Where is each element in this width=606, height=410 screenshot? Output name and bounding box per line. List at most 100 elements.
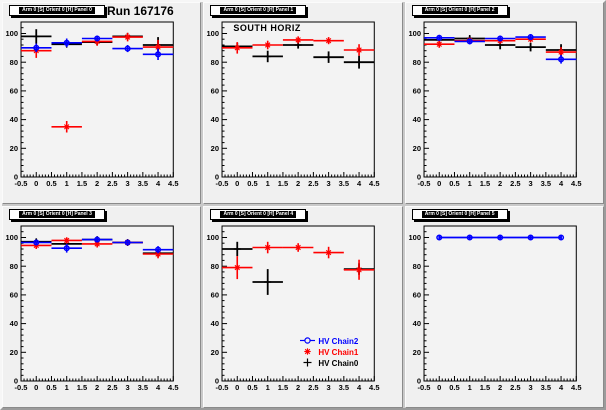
- svg-text:60: 60: [211, 87, 219, 96]
- svg-text:60: 60: [10, 87, 18, 96]
- pad-panel-0[interactable]: Arm 0 [S] Orient 0 [H] Panel 0 Run 16717…: [2, 2, 202, 204]
- svg-text:1: 1: [65, 179, 69, 188]
- svg-text:2.5: 2.5: [510, 383, 520, 392]
- chart-area-panel-5: 0 20 40 60 80 100 -0.5 0 0.5 1 1.5 2 2.5 3 3.5 4 4.5: [406, 207, 603, 407]
- svg-text:100: 100: [207, 233, 220, 242]
- pad-panel-3[interactable]: Arm 0 [S] Orient 0 [H] Panel 3 0 20 40 60 80…: [2, 206, 202, 408]
- south-horiz-label: SOUTH HORIZ: [233, 23, 301, 33]
- chart-area-panel-2: 0 20 40 60 80 100 -0.5 0 0.5 1 1.5 2 2.5 3 3.5 4 4.5: [406, 3, 603, 203]
- svg-text:100: 100: [5, 233, 18, 242]
- svg-text:0: 0: [34, 383, 38, 392]
- svg-text:3: 3: [126, 179, 130, 188]
- svg-text:0.5: 0.5: [248, 383, 258, 392]
- hv-chain2-marker-icon: [300, 332, 316, 350]
- svg-text:0: 0: [417, 377, 421, 386]
- svg-text:4: 4: [559, 383, 564, 392]
- pad-title-bar[interactable]: Arm 0 [S] Orient 0 [H] Panel 4: [210, 209, 307, 220]
- svg-text:0: 0: [417, 173, 421, 182]
- svg-text:20: 20: [211, 144, 219, 153]
- svg-text:0.5: 0.5: [449, 383, 459, 392]
- svg-text:3: 3: [528, 383, 532, 392]
- hv-chain0-marker-icon: [300, 354, 315, 372]
- pad-panel-4[interactable]: Arm 0 [S] Orient 0 [H] Panel 4 0 20 40 60 80…: [203, 206, 403, 408]
- svg-text:-0.5: -0.5: [15, 179, 28, 188]
- svg-text:4: 4: [156, 383, 161, 392]
- svg-text:0: 0: [437, 179, 441, 188]
- svg-text:2: 2: [296, 179, 300, 188]
- svg-text:4.5: 4.5: [369, 383, 379, 392]
- svg-text:1.5: 1.5: [278, 179, 288, 188]
- svg-text:0: 0: [34, 179, 38, 188]
- pad-title-text: Arm 0 [S] Orient 0 [H] Panel 1: [220, 7, 297, 14]
- svg-text:1.5: 1.5: [278, 383, 288, 392]
- legend-row-chain2: HV Chain2: [300, 336, 358, 346]
- svg-text:2: 2: [296, 383, 300, 392]
- svg-text:40: 40: [211, 319, 219, 328]
- legend-row-chain0: HV Chain0: [300, 358, 358, 368]
- pad-title-bar[interactable]: Arm 0 [S] Orient 0 [H] Panel 5: [411, 209, 508, 220]
- svg-text:2.5: 2.5: [107, 383, 117, 392]
- pad-title-text: Arm 0 [S] Orient 0 [H] Panel 2: [421, 7, 498, 14]
- svg-text:4.5: 4.5: [571, 383, 581, 392]
- svg-text:3.5: 3.5: [138, 179, 148, 188]
- svg-text:80: 80: [412, 58, 420, 67]
- svg-text:0.5: 0.5: [46, 383, 56, 392]
- svg-text:60: 60: [412, 291, 420, 300]
- svg-text:3.5: 3.5: [138, 383, 148, 392]
- svg-text:60: 60: [211, 291, 219, 300]
- svg-text:4: 4: [357, 383, 362, 392]
- svg-text:0: 0: [437, 383, 441, 392]
- svg-text:3.5: 3.5: [540, 383, 550, 392]
- chart-area-panel-1: 0 20 40 60 80 100 -0.5 0 0.5 1 1.5 2 2.5 3 3.5 4 4.5: [204, 3, 401, 203]
- svg-text:1.5: 1.5: [479, 179, 489, 188]
- svg-text:0.5: 0.5: [449, 179, 459, 188]
- svg-text:40: 40: [412, 319, 420, 328]
- pad-panel-1[interactable]: Arm 0 [S] Orient 0 [H] Panel 1 SOUTH HOR…: [203, 2, 403, 204]
- pad-panel-2[interactable]: Arm 0 [S] Orient 0 [H] Panel 2 0 20 40 60 80…: [404, 2, 604, 204]
- svg-text:2.5: 2.5: [107, 179, 117, 188]
- svg-text:1: 1: [266, 179, 270, 188]
- svg-text:0: 0: [235, 179, 239, 188]
- svg-text:1: 1: [65, 383, 69, 392]
- svg-text:20: 20: [10, 144, 18, 153]
- svg-text:1: 1: [467, 383, 471, 392]
- chart-area-panel-0: 0 20 40 60 80 100 -0.5 0 0.5 1 1.5 2 2.5 3 3.5 4 4.5: [3, 3, 200, 203]
- svg-text:1.5: 1.5: [77, 383, 87, 392]
- pad-title-bar[interactable]: Arm 0 [S] Orient 0 [H] Panel 3: [9, 209, 105, 220]
- chart-area-panel-4: 0 20 40 60 80 100 -0.5 0 0.5 1 1.5 2 2.5 3 3.5 4 4.5: [204, 207, 401, 407]
- legend-label-chain0: HV Chain0: [318, 358, 359, 368]
- svg-text:1.5: 1.5: [77, 179, 87, 188]
- pad-panel-5[interactable]: Arm 0 [S] Orient 0 [H] Panel 5 0 20 40 60 80…: [404, 206, 604, 408]
- svg-text:20: 20: [412, 144, 420, 153]
- legend-row-chain1: HV Chain1: [300, 347, 358, 357]
- svg-text:2.5: 2.5: [308, 179, 318, 188]
- svg-text:80: 80: [211, 58, 219, 67]
- svg-text:100: 100: [408, 29, 421, 38]
- svg-text:100: 100: [207, 29, 220, 38]
- svg-text:1: 1: [467, 179, 471, 188]
- svg-text:80: 80: [211, 262, 219, 271]
- legend-label-chain1: HV Chain1: [318, 347, 359, 357]
- svg-text:2: 2: [95, 179, 99, 188]
- svg-text:20: 20: [10, 348, 18, 357]
- svg-text:80: 80: [10, 58, 18, 67]
- svg-text:0: 0: [14, 377, 18, 386]
- svg-text:2: 2: [95, 383, 99, 392]
- pad-title-bar[interactable]: Arm 0 [S] Orient 0 [H] Panel 2: [411, 5, 508, 16]
- svg-text:20: 20: [412, 348, 420, 357]
- svg-text:4.5: 4.5: [369, 179, 379, 188]
- svg-text:2.5: 2.5: [308, 383, 318, 392]
- svg-text:0: 0: [215, 173, 219, 182]
- legend-label-chain2: HV Chain2: [318, 336, 359, 346]
- svg-text:4.5: 4.5: [168, 179, 178, 188]
- svg-text:0: 0: [235, 383, 239, 392]
- legend: HV Chain2 HV Chain1 HV Chain0: [300, 336, 358, 368]
- pad-title-bar[interactable]: Arm 0 [S] Orient 0 [H] Panel 1: [210, 5, 307, 16]
- pad-title-bar[interactable]: Arm 0 [S] Orient 0 [H] Panel 0: [9, 5, 105, 16]
- svg-text:80: 80: [412, 262, 420, 271]
